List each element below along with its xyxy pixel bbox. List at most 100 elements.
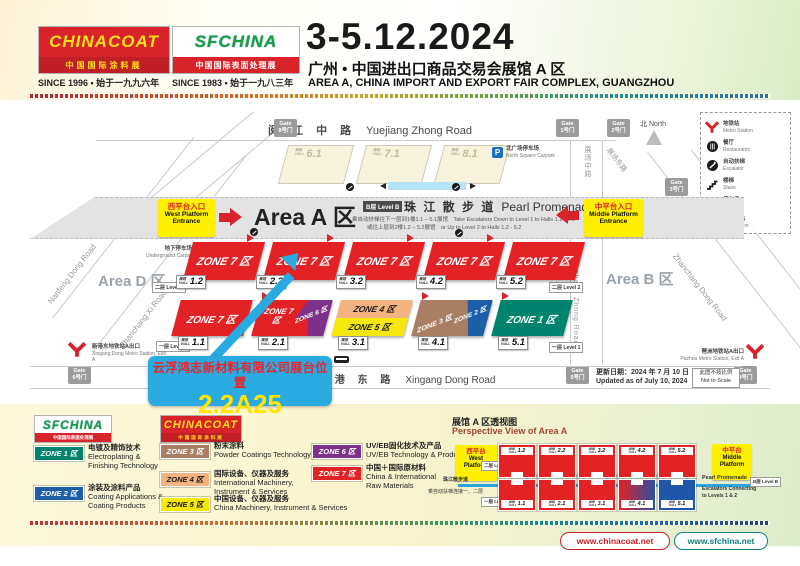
zone3-desc: 粉末涂料 Powder Coatings Technology (214, 441, 312, 459)
yuejiang-road-line (96, 140, 616, 141)
escalator-icon (452, 183, 460, 191)
north-square-carpark-label: 北广场停车场 North Square Carpark (506, 146, 555, 159)
bus-icon (334, 356, 349, 363)
zone1-chip: ZONE 1 区 (34, 446, 84, 461)
arrow-right-icon (219, 208, 242, 226)
xingang-road-cn: 新 港 东 路 (312, 375, 396, 386)
metro-icon (705, 121, 719, 134)
middle-platform-box: 中平台 Middle Platform (712, 444, 752, 480)
area-b-label: Area B 区 (606, 271, 674, 288)
hall-4-1-block: ZONE 3 区 ZONE 2 区 (411, 300, 493, 336)
hall-5-2-label: 展馆 HALL 5.2 (496, 275, 527, 289)
venue-title-cn: 广州 • 中国进出口商品交易会展馆 A 区 (308, 61, 566, 78)
hall-5-1-label: 展馆 HALL 5.1 (498, 336, 529, 350)
hall-3-2-label: 展馆 HALL 3.2 (336, 275, 367, 289)
escalator-icon (250, 228, 258, 236)
escalator-arrow-icon (247, 234, 254, 242)
p-hall-4-1: 展馆 HALL 4.1 (618, 479, 656, 511)
area-a-label: Area A 区 (254, 204, 356, 230)
p-note-en3: to Levels 1 & 2 (702, 493, 738, 499)
restaurants-icon (705, 141, 719, 152)
zone6-desc: UV/EB固化技术及产品 UV/EB Technology & Products (366, 441, 468, 459)
facility-stairs: 楼梯 Stairs (705, 175, 786, 194)
gate-8: Gate 8号门 (274, 119, 297, 137)
hall-4-2-label: 展馆 HALL 4.2 (416, 275, 447, 289)
escalator-arrow-icon (502, 292, 509, 300)
gate-2: Gate 2号门 (607, 119, 630, 137)
p-hall-3-1: 展馆 HALL 3.1 (578, 479, 616, 511)
stairs-icon (705, 179, 719, 190)
level-b-chip: B层 Level B (363, 201, 403, 212)
p-hall-2-2: 展馆 HALL 2.2 (538, 444, 576, 478)
p-note-en2: Escalators Connecting (702, 486, 757, 492)
zone6-chip: ZONE 6 区 (312, 444, 362, 459)
p-hall-1-2: 展馆 HALL 1.2 (498, 444, 536, 478)
chinacoat-logo-cn: 中国国际涂料展 (39, 57, 169, 73)
booth-number: 2.2A25 (198, 389, 282, 419)
sfchina-logo-cn: 中国国际表面处理展 (173, 57, 299, 73)
gate-1: Gate 1号门 (556, 119, 579, 137)
hall-6-1: 展馆 HALL 6.1 (277, 145, 355, 184)
north-label: 北 North (640, 121, 667, 128)
west-platform-box: 西平台 West Platform (455, 445, 497, 481)
escalator-arrow-icon (327, 234, 334, 242)
escalator-arrow-icon (422, 292, 429, 300)
escalator-arrow-icon (487, 234, 494, 242)
xingang-road-label: 新 港 东 路 Xingang Dong Road (312, 371, 495, 386)
xingang-metro-label: 新港东地铁站A出口 Xingang Dong Metro Station, Ex… (92, 344, 166, 363)
gate-6: Gate 6号门 (68, 366, 91, 384)
sfchina-logo: SFCHINA 中国国际表面处理展 (172, 26, 300, 74)
hall-4-1-label: 展馆 HALL 4.1 (418, 336, 449, 350)
p-hall-2-1: 展馆 HALL 2.1 (538, 479, 576, 511)
p-hall-5-1: 展馆 HALL 5.1 (658, 479, 696, 511)
hall-3-1-block: ZONE 4 区 ZONE 5 区 (331, 300, 413, 336)
hall-3-1-zone5: ZONE 5 区 (331, 318, 408, 336)
carpark-icon: P (492, 147, 503, 158)
area-d-label: Area D 区 (98, 273, 166, 290)
chinacoat-url-link[interactable]: www.chinacoat.net (560, 532, 670, 550)
zone4-chip: ZONE 4 区 (160, 472, 210, 487)
zone3-chip: ZONE 3 区 (160, 444, 210, 459)
hall-7-1: 展馆 HALL 7.1 (355, 145, 433, 184)
escalator-icon (346, 183, 354, 191)
perspective-title-cn: 展馆 A 区透视图 (452, 417, 518, 427)
updated-cn: 更新日期：2024 年 7 月 10 日 (596, 369, 689, 376)
updated-note: 更新日期：2024 年 7 月 10 日 Updated as of July … (596, 368, 689, 386)
facility-escalator: 自动扶梯 Escalator (705, 156, 786, 175)
footer-divider (30, 521, 770, 525)
zhanchang-zhong-road-label-cn: 展场中路 (584, 146, 591, 178)
p-note-cn2: 乘自动扶梯连接一、二层 (428, 489, 484, 495)
level2-chip-right: 二层 Level 2 (549, 282, 584, 293)
chinacoat-since: SINCE 1996 • 始于一九九六年 (38, 78, 160, 88)
booth-callout: 云浮鸿志新材料有限公司展台位置 2.2A25 (148, 356, 332, 418)
hall-4-1-zone3: ZONE 3 区 (416, 314, 453, 335)
yuejiang-road-label: 阅 江 中 路 Yuejiang Zhong Road (268, 122, 472, 138)
hall-3-1-label: 展馆 HALL 3.1 (338, 336, 369, 350)
metro-icon (67, 341, 87, 363)
zone7-chip: ZONE 7 区 (312, 466, 362, 481)
level1-chip-right: 一层 Level 1 (549, 342, 584, 353)
underground-carpark-label: 地下停车场 Underground Carpark (146, 246, 195, 259)
promenade-note-1: 乘自动扶梯往下一层到1楼1.1 – 5.1展馆 Take Escalators … (352, 217, 575, 223)
chinacoat-legend-logo: CHINACOAT 中国国际涂料展 (160, 415, 242, 443)
xingang-road-line (30, 388, 770, 389)
zone7-desc: 中国＋国际原材料 China & International Raw Materia… (366, 463, 437, 490)
updated-en: Updated as of July 10, 2024 (596, 378, 688, 386)
zhanchang-zhong-road-label-en: Zhanchang Zhong Road (572, 250, 579, 346)
header-divider (30, 94, 770, 98)
sfchina-legend-logo: SFCHINA 中国国际表面处理展 (34, 415, 112, 443)
yuejiang-road-en: Yuejiang Zhong Road (366, 125, 472, 137)
p-hall-4-2: 展馆 HALL 4.2 (618, 444, 656, 478)
chinacoat-logo: CHINACOAT 中国国际涂料展 (38, 26, 170, 74)
north-arrow-icon (646, 130, 662, 145)
zone5-desc: 中国设备、仪器及服务 China Machinery, Instrument & … (214, 494, 348, 512)
middle-platform-entrance: 中平台入口 Middle Platform Entrance (584, 199, 643, 237)
gate-3: Gate 3号门 (665, 178, 688, 196)
zone4-desc: 国际设备、仪器及服务 International Machinery, Instru… (214, 469, 294, 496)
zone1-desc: 电镀及精饰技术 Electroplating & Finishing Technol… (88, 443, 158, 470)
arrow-left-icon (380, 183, 386, 189)
sfchina-url-link[interactable]: www.sfchina.net (674, 532, 768, 550)
arrow-left-icon (556, 206, 579, 224)
zhanchang-zhong-road-line (602, 141, 603, 365)
